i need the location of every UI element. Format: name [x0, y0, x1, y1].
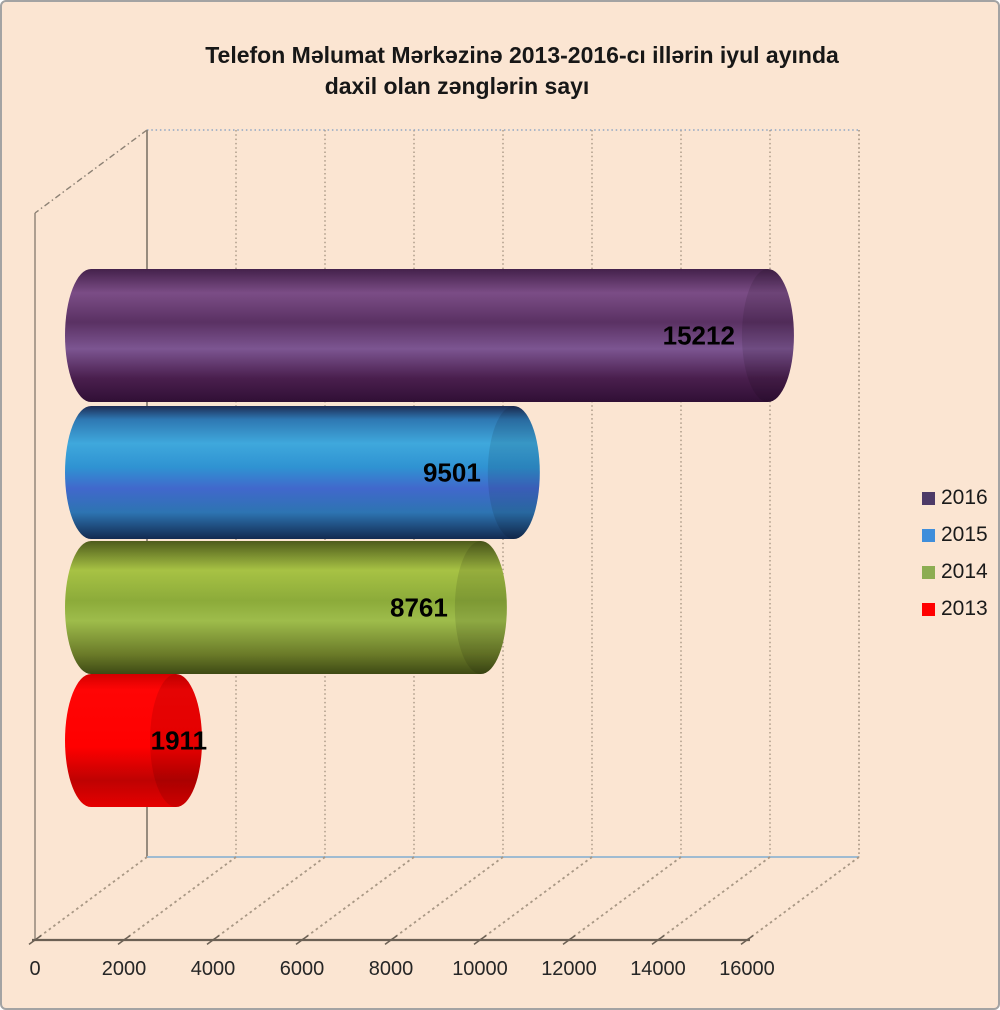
x-axis-label: 14000 [630, 958, 686, 980]
legend-label-2015: 2015 [941, 523, 988, 546]
x-axis-tick [473, 934, 487, 946]
x-axis-label: 8000 [369, 958, 414, 980]
x-axis-tick [651, 934, 665, 946]
bar-2015: 9501 [65, 406, 540, 539]
x-axis-tick [295, 934, 309, 946]
chart-title: Telefon Məlumat Mərkəzinə 2013-2016-cı i… [42, 40, 998, 102]
x-axis-label: 0 [29, 958, 40, 980]
bar-value-2015: 9501 [423, 458, 481, 488]
x-axis-label: 12000 [541, 958, 597, 980]
bar-2013: 1911 [65, 674, 207, 807]
x-axis-tick [562, 934, 576, 946]
legend-swatch-2013 [922, 602, 935, 616]
legend-item-2014: 2014 [922, 560, 988, 584]
x-axis-tick [117, 934, 131, 946]
legend-label-2016: 2016 [941, 486, 988, 509]
floor-gridlines [34, 856, 860, 941]
bar-2016: 15212 [65, 269, 794, 402]
legend-label-2014: 2014 [941, 560, 988, 583]
bar-value-2013: 1911 [151, 726, 207, 756]
bar-2014: 8761 [65, 541, 507, 674]
legend-item-2015: 2015 [922, 523, 988, 547]
x-axis-label: 4000 [191, 958, 236, 980]
x-axis-tick [740, 934, 754, 946]
x-axis-label: 6000 [280, 958, 325, 980]
bar-value-2014: 8761 [390, 593, 448, 623]
x-axis-tick [206, 934, 220, 946]
x-axis-tick [28, 934, 42, 946]
x-axis: 0 2000 4000 6000 8000 10000 12000 14000 16000 [28, 934, 775, 980]
legend-label-2013: 2013 [941, 597, 988, 620]
x-axis-label: 10000 [452, 958, 508, 980]
legend-swatch-2015 [922, 528, 935, 542]
legend-item-2013: 2013 [922, 597, 988, 621]
bar-value-2016: 15212 [663, 321, 735, 351]
legend-swatch-2016 [922, 491, 935, 505]
legend-swatch-2014 [922, 565, 935, 579]
legend: 2016 2015 2014 2013 [922, 486, 988, 634]
legend-item-2016: 2016 [922, 486, 988, 510]
chart-title-line1: Telefon Məlumat Mərkəzinə 2013-2016-cı i… [205, 42, 839, 68]
x-axis-label: 2000 [102, 958, 147, 980]
x-axis-tick [384, 934, 398, 946]
x-axis-label: 16000 [719, 958, 775, 980]
chart-title-line2: daxil olan zənglərin sayı [324, 73, 590, 99]
